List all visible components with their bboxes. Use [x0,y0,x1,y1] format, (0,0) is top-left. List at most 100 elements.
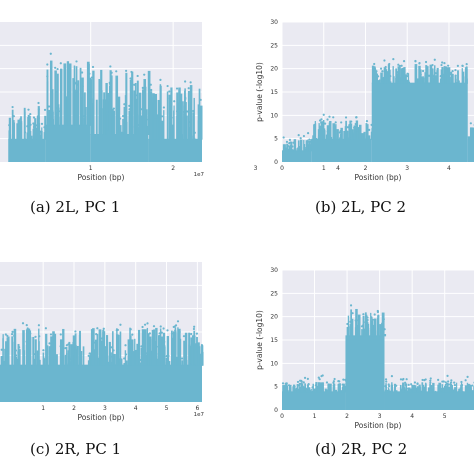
point-spike [72,78,75,126]
point-spike [355,320,358,337]
point-spike [107,361,110,366]
point-spike [302,390,305,393]
point-spike [351,318,354,337]
data-point [373,313,376,316]
point-spike [393,389,396,393]
point-spike [11,109,14,140]
point-spike [107,355,109,366]
point-spike [299,146,303,152]
point-spike [193,335,196,366]
point-spike [44,115,47,140]
data-point [405,75,409,78]
point-spike [303,144,306,152]
y-tick-label: 25 [270,290,278,297]
point-spike [447,388,450,393]
x-axis-label: Position (bp) [78,173,125,182]
point-spike [66,61,70,126]
point-spike [406,80,408,84]
point-spike [94,339,97,366]
data-point [460,380,463,384]
point-spike [141,329,145,366]
data-point [190,332,193,336]
point-spike [29,336,32,366]
point-spike [140,115,144,135]
point-spike [147,354,150,366]
point-spike [470,127,473,138]
point-spike [48,109,51,126]
point-spike [457,70,459,84]
data-point [392,58,395,61]
data-point [307,383,310,386]
point-spike [373,330,375,337]
data-point [453,384,457,387]
point-spike [356,324,359,337]
data-point [298,384,301,387]
point-spike [313,124,316,140]
data-point [8,124,11,127]
point-spike [328,391,330,393]
data-point [346,322,349,326]
point-spike [166,91,169,140]
point-spike [350,123,353,140]
point-spike [458,391,461,393]
y-axis-label: p-value (-log10) [255,62,264,122]
point-spike [67,99,70,126]
point-spike [429,383,431,393]
points-band [282,391,346,410]
x-axis-label: Position (bp) [78,413,125,422]
data-point [456,64,459,67]
data-point [288,138,292,141]
point-spike [304,148,307,152]
x-tick-label: 2 [171,165,175,172]
data-point [453,381,456,384]
point-spike [288,384,292,393]
x-tick-label: 0 [280,413,284,420]
point-spike [313,388,317,393]
point-spike [307,139,309,152]
data-point [424,60,428,64]
point-spike [154,93,158,140]
point-spike [97,357,100,366]
point-spike [59,117,62,126]
data-point [145,352,149,355]
point-spike [138,329,141,366]
y-tick-label: 0 [274,407,278,414]
point-spike [370,320,374,337]
point-spike [119,358,122,366]
data-point [64,114,67,118]
point-spike [421,390,425,393]
point-spike [470,388,472,393]
data-point [285,140,289,143]
point-spike [284,385,286,393]
data-point [382,318,385,321]
point-spike [128,358,131,366]
point-spike [165,357,167,366]
data-point [416,382,419,385]
data-point [405,387,408,390]
point-spike [154,341,157,366]
series-points [8,52,203,162]
data-point [129,345,132,348]
point-spike [131,71,134,135]
point-spike [0,356,4,366]
point-spike [342,385,345,393]
point-spike [383,334,387,337]
x-tick-label: 1 [41,405,45,412]
caption-a: (a) 2L, PC 1 [30,198,121,216]
point-spike [370,312,372,337]
point-spike [459,387,462,393]
point-spike [138,92,142,135]
data-point [40,122,44,125]
point-spike [186,115,188,140]
point-spike [421,382,424,393]
point-spike [345,120,347,140]
point-spike [38,328,40,366]
point-spike [400,68,403,84]
manhattan-plot-a: 1 2 3 4 Position (bp) 1e7 [0,22,340,182]
data-point [74,330,77,333]
data-point [49,52,52,55]
data-point [106,111,109,114]
point-spike [321,382,324,393]
point-spike [184,135,186,140]
data-point [115,70,118,73]
